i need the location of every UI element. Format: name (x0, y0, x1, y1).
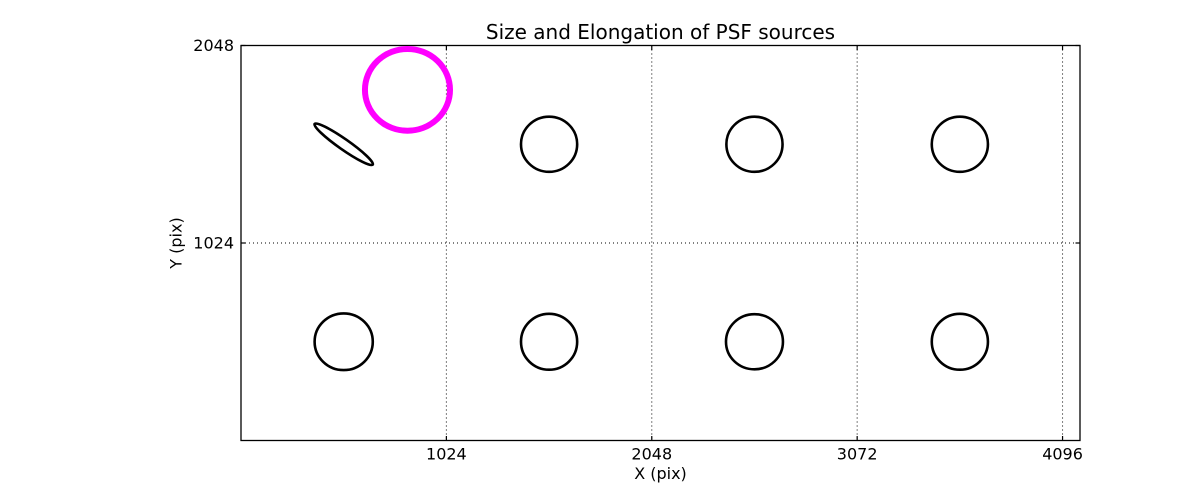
round-psf-ellipse (930, 115, 990, 174)
elongated-psf-ellipse (313, 122, 375, 167)
round-psf-ellipse (519, 115, 579, 174)
axes-frame (240, 44, 1081, 442)
round-psf-ellipse (724, 312, 785, 371)
highlighted-psf-ellipse (361, 45, 453, 134)
y-tick-label: 2048 (193, 36, 234, 55)
x-axis-label: X (pix) (634, 464, 687, 483)
y-tick-label: 1024 (193, 234, 234, 253)
round-psf-ellipse (519, 312, 579, 372)
x-tick-label: 1024 (426, 445, 467, 464)
round-psf-ellipse (313, 312, 375, 372)
x-tick-label: 4096 (1042, 445, 1083, 464)
chart-title: Size and Elongation of PSF sources (485, 20, 836, 44)
x-tick-label: 2048 (631, 445, 672, 464)
round-psf-ellipse (930, 312, 990, 372)
x-tick-label: 3072 (837, 445, 878, 464)
round-psf-ellipse (725, 115, 784, 174)
